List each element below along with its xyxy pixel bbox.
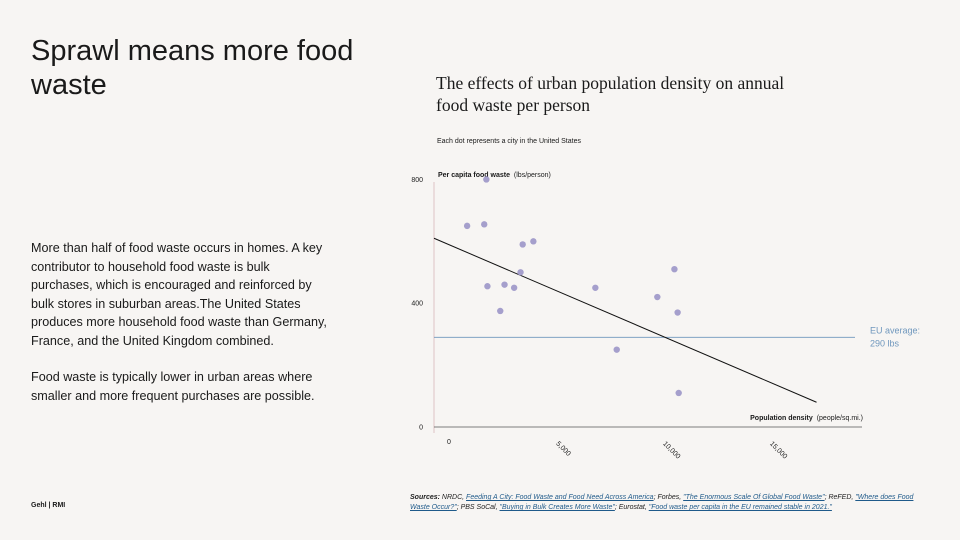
chart-subtitle: Each dot represents a city in the United… [437,138,581,145]
y-tick-labels: 0 400 800 [411,177,423,432]
data-point [510,284,518,291]
data-point [517,269,524,276]
eu-label-line-1: EU average: [870,325,920,335]
x-tick-label: 0 [447,439,451,446]
x-tick-labels: 0 5,000 10,000 15,000 [447,439,788,461]
data-point [674,309,681,316]
body-text: More than half of food waste occurs in h… [31,239,331,423]
sources-label: Sources: [410,494,440,501]
data-points [463,176,682,397]
data-point [483,176,490,183]
x-tick-label: 5,000 [554,440,571,457]
y-axis-label-unit: (lbs/person) [514,172,551,179]
data-point [497,307,504,315]
body-paragraph-2: Food waste is typically lower in urban a… [31,370,315,403]
source-3-link[interactable]: "Where does Food Waste Occur?" [410,494,914,511]
data-point [592,284,599,291]
y-axis-label-bold: Per capita food waste [438,172,510,179]
y-tick-label: 800 [411,177,423,184]
data-point [654,293,661,301]
data-point [671,266,678,273]
x-axis-label: Population density (people/sq.mi.) [750,415,863,422]
eu-average-label: EU average: 290 lbs [870,325,920,348]
source-1-link[interactable]: Feeding A City: Food Waste and Food Need… [466,494,654,501]
data-point [481,221,488,228]
chart-axes [433,182,862,433]
data-point [675,389,682,397]
y-tick-label: 0 [419,425,423,432]
source-2-org: ; Forbes, [653,494,682,501]
x-tick-label: 15,000 [768,440,788,460]
page-title: Sprawl means more food waste [31,35,354,101]
body-paragraph-1: More than half of food waste occurs in h… [31,241,327,348]
source-4-org: ; PBS SoCal, [456,504,498,511]
data-point [484,283,491,290]
x-axis-label-unit: (people/sq.mi.) [817,415,863,422]
data-point [530,238,537,245]
y-tick-label: 400 [411,301,423,308]
data-point [613,346,620,353]
trend-line [433,237,817,403]
brand-logo-text: Gehl | RMI [31,502,66,509]
source-1-org: NRDC, [441,494,465,501]
x-tick-label: 10,000 [661,440,681,460]
source-4-link[interactable]: "Buying in Bulk Creates More Waste" [499,504,615,511]
eu-label-line-2: 290 lbs [870,338,900,348]
source-2-link[interactable]: "The Enormous Scale Of Global Food Waste… [683,494,825,501]
source-3-org: ; ReFED, [824,494,854,501]
y-axis-label: Per capita food waste (lbs/person) [438,172,551,179]
data-point [519,241,526,248]
chart-title: The effects of urban population density … [436,73,785,115]
source-5-link[interactable]: "Food waste per capita in the EU remaine… [648,504,832,511]
data-point [501,281,508,288]
sources-note: Sources: NRDC, Feeding A City: Food Wast… [410,493,920,513]
source-5-org: ; Eurostat, [614,504,647,511]
data-point [463,222,471,230]
x-axis-label-bold: Population density [750,415,813,422]
